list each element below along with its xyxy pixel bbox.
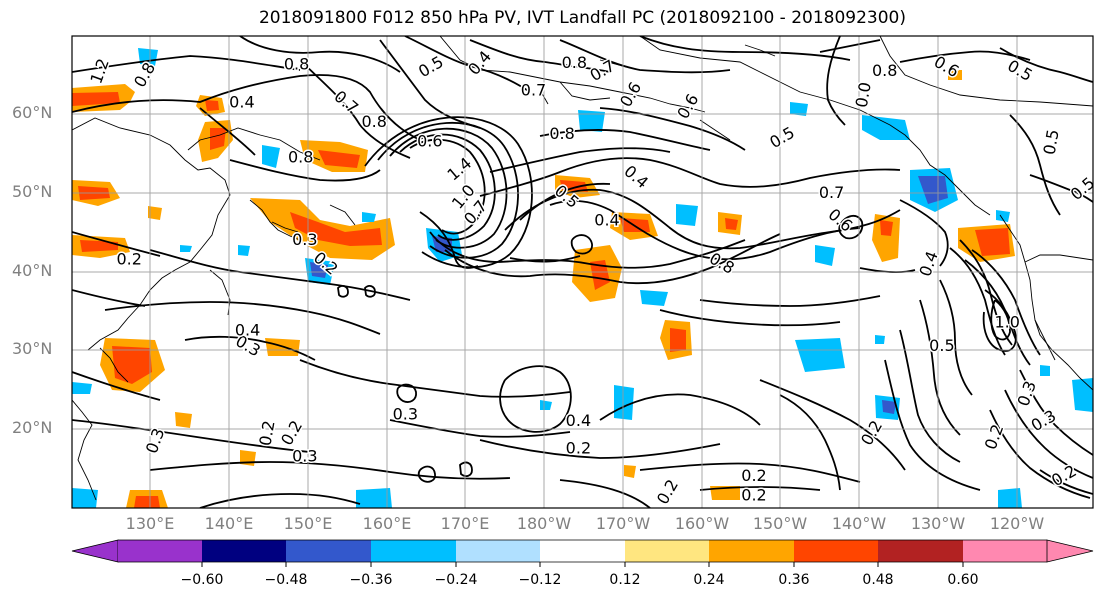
contour-label: 0.2 [255, 419, 278, 447]
contour-label: 0.8 [361, 112, 386, 131]
colorbar-tick-label: 0.60 [947, 572, 979, 588]
coastlines [72, 36, 1093, 501]
colorbar-extend-high [1046, 539, 1094, 563]
map-title: 2018091800 F012 850 hPa PV, IVT Landfall… [258, 8, 906, 28]
contour-label: 0.3 [292, 230, 317, 249]
lon-label: 180°W [516, 514, 572, 533]
contour-label: 0.2 [741, 466, 766, 485]
contour-label: 0.4 [229, 92, 254, 111]
colorbar-bin [118, 540, 202, 562]
colorbar-tick-label: 0.36 [778, 572, 810, 588]
contour-label: 0.7 [819, 183, 844, 202]
lon-label: 140°E [204, 514, 254, 533]
colorbar-tick-label: 0.12 [609, 572, 641, 588]
contour-label: 0.4 [594, 210, 619, 229]
contour-label: 0.8 [872, 61, 897, 80]
lon-label: 170°E [440, 514, 490, 533]
lat-label-20n: 20°N [12, 418, 53, 437]
colorbar-bin [456, 540, 540, 562]
colorbar-bin [963, 540, 1047, 562]
lon-label: 130°E [125, 514, 175, 533]
map-plot-area: 1.2 0.8 0.8 0.5 0.4 0.8 0.70.60.70.60.8 0.50.70… [72, 36, 1093, 508]
graticule [72, 36, 1093, 508]
lat-label-50n: 50°N [12, 182, 53, 201]
lon-label: 160°W [674, 514, 730, 533]
ivt-contours [72, 36, 1093, 508]
lon-label: 130°W [910, 514, 966, 533]
contour-label: 0.4 [566, 411, 591, 430]
lat-label-30n: 30°N [12, 339, 53, 358]
colorbar-extend-low [71, 539, 119, 563]
colorbar [71, 539, 1094, 567]
contour-label: 0.2 [566, 439, 591, 458]
colorbar-bin [202, 540, 286, 562]
colorbar-bin [371, 540, 456, 562]
contour-label: 0.6 [417, 132, 442, 151]
contour-label: 1.0 [994, 313, 1019, 332]
contour-label: 0.2 [116, 250, 141, 269]
colorbar-tick-label: −0.12 [518, 572, 562, 588]
colorbar-tick-label: −0.24 [434, 572, 478, 588]
colorbar-tick-label: 0.48 [862, 572, 894, 588]
colorbar-tick-label: −0.48 [264, 572, 308, 588]
contour-label: 0.7 [521, 81, 546, 100]
lon-label: 120°W [989, 514, 1045, 533]
contour-label: 0.8 [288, 147, 313, 166]
contour-label: 0.8 [284, 55, 309, 74]
pv-positive-anomalies [72, 70, 1015, 508]
lat-label-60n: 60°N [12, 103, 53, 122]
lon-label: 140°W [831, 514, 887, 533]
colorbar-bin [709, 540, 794, 562]
lat-label-40n: 40°N [12, 261, 53, 280]
lon-label: 170°W [595, 514, 651, 533]
colorbar-tick-label: 0.24 [693, 572, 725, 588]
contour-label: 0.5 [929, 336, 954, 355]
contour-label: 0.4 [235, 321, 260, 340]
contour-label: 0.8 [562, 53, 587, 72]
colorbar-tick-label: −0.36 [349, 572, 393, 588]
contour-label: 0.3 [292, 446, 317, 465]
map-frame [71, 35, 1094, 509]
lon-label: 160°E [362, 514, 412, 533]
contour-label: 0.8 [549, 124, 574, 143]
colorbar-bin [540, 540, 625, 562]
colorbar-bin [625, 540, 709, 562]
colorbar-tick-label: −0.60 [180, 572, 224, 588]
colorbar-bin [794, 540, 878, 562]
lon-label: 150°W [752, 514, 808, 533]
colorbar-bin [878, 540, 963, 562]
colorbar-bin [286, 540, 371, 562]
lon-label: 150°E [283, 514, 333, 533]
contour-label: 0.2 [741, 486, 766, 505]
contour-label: 0.3 [393, 405, 418, 424]
